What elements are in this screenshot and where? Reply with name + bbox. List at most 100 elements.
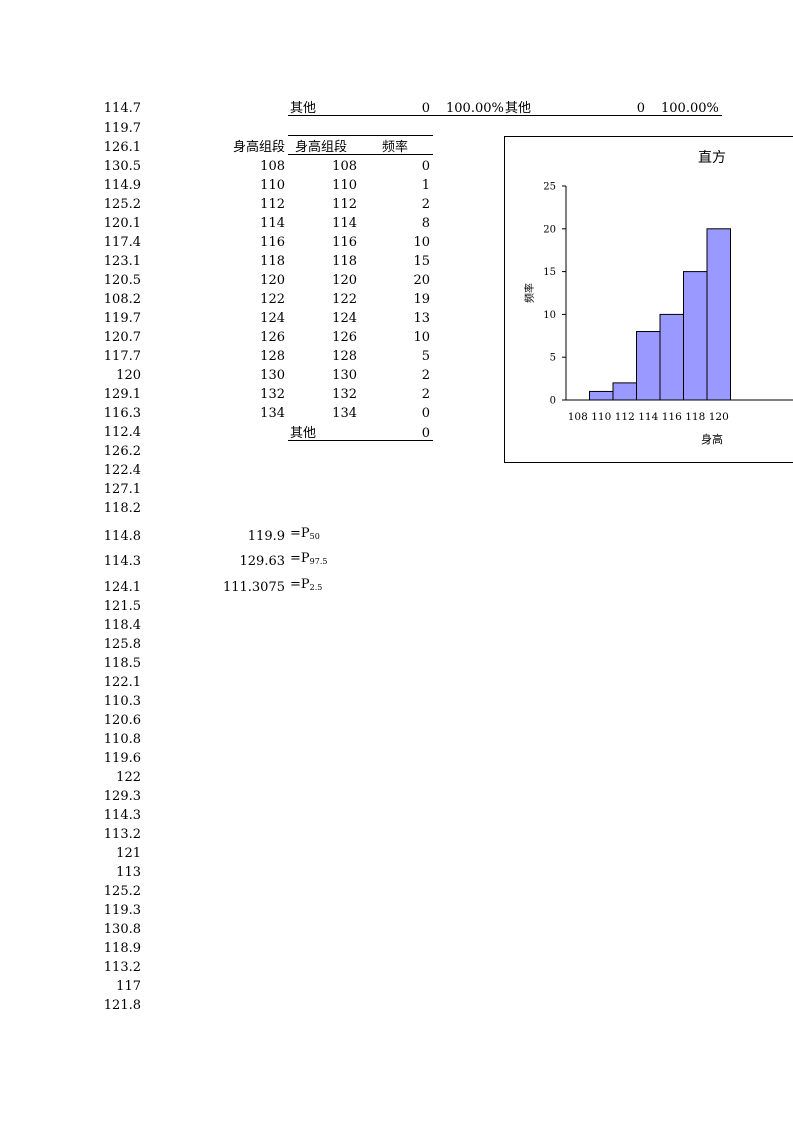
raw-height-cell: 122: [116, 770, 141, 785]
raw-height-cell: 112.4: [103, 425, 141, 440]
x-tick-label: 118: [685, 411, 705, 423]
chart-title: 直方: [698, 149, 726, 166]
bin-cell: 132: [260, 387, 285, 402]
raw-height-cell: 126.1: [103, 140, 141, 155]
x-tick-label: 120: [709, 411, 729, 423]
freq-row-bin: 110: [332, 178, 357, 193]
freq-header-freq: 频率: [382, 140, 409, 155]
freq-row-freq: 8: [421, 216, 430, 231]
freq-row-bin: 108: [332, 159, 357, 174]
freq-row-bin: 122: [332, 292, 357, 307]
freq-other-label: 其他: [290, 426, 317, 441]
raw-height-cell: 121.8: [103, 998, 141, 1013]
raw-height-cell: 114.3: [103, 554, 141, 569]
raw-height-cell: 130.8: [103, 922, 141, 937]
bin-cell: 128: [260, 349, 285, 364]
histogram-svg: 直方 0 5 10 15 20 25 频率 108 110 112 114 116 118 120 身高: [523, 149, 793, 446]
freq-row-freq: 10: [413, 330, 430, 345]
freq-table-bottom-border: [288, 440, 433, 441]
freq-row-freq: 2: [421, 368, 430, 383]
histogram-bar: [636, 331, 661, 401]
bin-cell: 118: [260, 254, 285, 269]
p25-value: 111.3075: [222, 580, 285, 595]
raw-height-cell: 119.7: [103, 121, 141, 136]
raw-height-cell: 113.2: [103, 960, 141, 975]
freq-row-freq: 13: [413, 311, 430, 326]
freq-row-bin: 112: [332, 197, 357, 212]
freq-row-bin: 118: [332, 254, 357, 269]
raw-height-cell: 118.4: [103, 618, 141, 633]
freq-row-freq: 20: [413, 273, 430, 288]
raw-height-cell: 117.7: [103, 349, 141, 364]
raw-height-cell: 120.7: [103, 330, 141, 345]
raw-height-cell: 118.5: [103, 656, 141, 671]
freq-other-value: 0: [421, 426, 430, 441]
y-tick-label: 15: [543, 267, 556, 278]
top-pct-2: 100.00%: [661, 101, 719, 116]
x-axis-label: 身高: [701, 432, 723, 446]
histogram-bar: [706, 228, 731, 401]
bin-cell: 112: [260, 197, 285, 212]
x-tick-label: 116: [662, 411, 682, 423]
raw-height-cell: 120: [116, 368, 141, 383]
p25-label: =P2.5: [290, 577, 323, 592]
raw-height-cell: 116.3: [103, 406, 141, 421]
raw-height-cell: 119.3: [103, 903, 141, 918]
freq-row-bin: 132: [332, 387, 357, 402]
bin-cell: 126: [260, 330, 285, 345]
bin-cell: 110: [260, 178, 285, 193]
histogram-bar: [589, 390, 614, 401]
raw-height-cell: 121: [116, 846, 141, 861]
histogram-bar: [683, 271, 708, 401]
raw-height-cell: 110.8: [103, 732, 141, 747]
freq-row-bin: 120: [332, 273, 357, 288]
freq-row-bin: 116: [332, 235, 357, 250]
p975-value: 129.63: [239, 554, 286, 569]
raw-height-cell: 110.3: [103, 694, 141, 709]
raw-height-cell: 123.1: [103, 254, 141, 269]
bin-cell: 130: [260, 368, 285, 383]
raw-height-cell: 114.8: [103, 529, 141, 544]
raw-height-cell: 119.7: [103, 311, 141, 326]
raw-height-cell: 121.5: [103, 599, 141, 614]
freq-row-bin: 126: [332, 330, 357, 345]
bin-cell: 124: [260, 311, 285, 326]
raw-height-cell: 117: [116, 979, 141, 994]
y-axis-label: 频率: [523, 283, 536, 303]
raw-height-cell: 129.1: [103, 387, 141, 402]
raw-height-cell: 122.1: [103, 675, 141, 690]
raw-height-column: 114.7 119.7 126.1 130.5 114.9 125.2 120.1 117.4…: [61, 0, 141, 1122]
bin-cell: 122: [260, 292, 285, 307]
histogram-bar: [612, 382, 637, 401]
raw-height-cell: 114.7: [103, 101, 141, 116]
raw-height-cell: 125.2: [103, 197, 141, 212]
freq-row-freq: 2: [421, 387, 430, 402]
top-other-value-1: 0: [421, 101, 430, 116]
freq-row-freq: 15: [413, 254, 430, 269]
freq-row-freq: 1: [421, 178, 430, 193]
freq-row-bin: 134: [332, 406, 357, 421]
raw-height-cell: 118.2: [103, 501, 141, 516]
freq-row-freq: 5: [421, 349, 430, 364]
raw-height-cell: 108.2: [103, 292, 141, 307]
raw-height-cell: 113: [116, 865, 141, 880]
x-tick-label: 108: [568, 411, 588, 423]
freq-row-bin: 124: [332, 311, 357, 326]
raw-height-cell: 129.3: [103, 789, 141, 804]
raw-height-cell: 125.2: [103, 884, 141, 899]
raw-height-cell: 125.8: [103, 637, 141, 652]
freq-table-top-border: [288, 135, 433, 136]
raw-height-cell: 120.6: [103, 713, 141, 728]
raw-height-cell: 120.5: [103, 273, 141, 288]
raw-height-cell: 114.9: [103, 178, 141, 193]
freq-row-freq: 10: [413, 235, 430, 250]
p50-label: =P50: [290, 526, 320, 541]
top-other-value-2: 0: [636, 101, 645, 116]
raw-height-cell: 119.6: [103, 751, 141, 766]
raw-height-cell: 127.1: [103, 482, 141, 497]
histogram-chart: 直方 0 5 10 15 20 25 频率 108 110 112 114 116 118 120 身高: [504, 136, 793, 463]
raw-height-cell: 120.1: [103, 216, 141, 231]
raw-height-cell: 114.3: [103, 808, 141, 823]
top-row-underline: [288, 115, 722, 116]
raw-height-cell: 113.2: [103, 827, 141, 842]
